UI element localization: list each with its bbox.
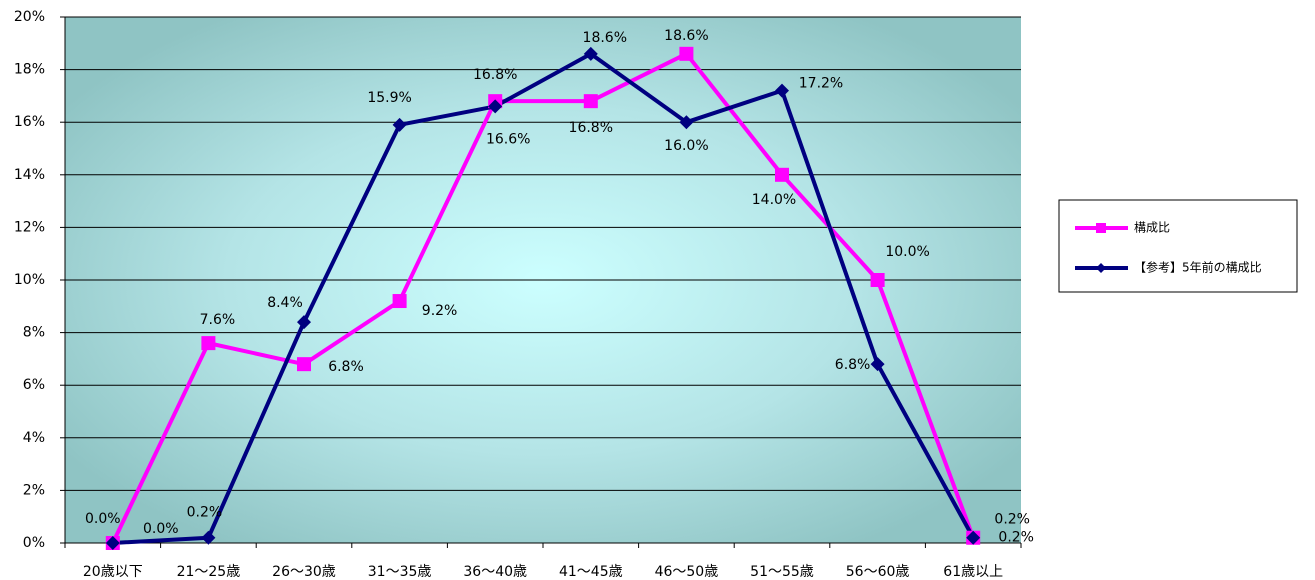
- marker: [870, 357, 885, 372]
- data-label: 16.0%: [664, 138, 708, 154]
- marker: [775, 167, 789, 182]
- y-tick-label: 10%: [14, 272, 45, 288]
- marker: [679, 115, 694, 130]
- x-tick-label: 36〜40歳: [463, 564, 527, 580]
- marker: [201, 530, 216, 545]
- legend: 構成比【参考】5年前の構成比: [1058, 199, 1298, 293]
- data-label: 16.8%: [569, 120, 613, 136]
- x-tick-label: 46〜50歳: [655, 564, 719, 580]
- marker: [105, 536, 120, 550]
- marker: [775, 83, 789, 98]
- y-tick-label: 0%: [23, 535, 45, 551]
- data-label: 6.8%: [328, 359, 364, 375]
- data-label: 9.2%: [422, 303, 458, 319]
- data-label: 0.0%: [85, 511, 121, 527]
- y-tick-label: 4%: [23, 430, 45, 446]
- x-tick-label: 31〜35歳: [368, 564, 432, 580]
- series-line: [112, 51, 975, 545]
- y-tick-label: 2%: [23, 482, 45, 498]
- y-tick-label: 18%: [14, 62, 45, 78]
- marker: [966, 530, 981, 545]
- y-tick-label: 8%: [23, 325, 45, 341]
- data-label: 16.6%: [486, 131, 530, 147]
- data-label: 0.2%: [187, 505, 223, 521]
- legend-box: [1058, 199, 1298, 293]
- marker: [870, 273, 885, 287]
- marker: [679, 46, 694, 61]
- data-label: 8.4%: [267, 295, 303, 311]
- data-label: 17.2%: [799, 76, 843, 92]
- x-tick-label: 20歳以下: [83, 564, 143, 580]
- x-tick-label: 61歳以上: [943, 564, 1003, 580]
- y-tick-label: 14%: [14, 167, 45, 183]
- marker: [488, 99, 503, 114]
- data-label: 0.2%: [998, 530, 1034, 546]
- legend-label: 【参考】5年前の構成比: [1134, 260, 1262, 275]
- data-label: 18.6%: [664, 28, 708, 44]
- legend-label: 構成比: [1134, 221, 1170, 235]
- data-label: 18.6%: [583, 30, 627, 46]
- data-label: 0.2%: [994, 512, 1030, 528]
- y-tick-label: 6%: [23, 377, 45, 393]
- data-label: 6.8%: [835, 357, 871, 373]
- y-tick-label: 16%: [14, 114, 45, 130]
- y-tick-label: 20%: [14, 9, 45, 25]
- data-label: 14.0%: [752, 192, 796, 208]
- legend-marker: [1096, 223, 1106, 233]
- y-tick-label: 12%: [14, 219, 45, 235]
- marker: [297, 315, 311, 330]
- marker: [583, 94, 598, 109]
- data-label: 10.0%: [885, 244, 929, 260]
- marker: [297, 357, 311, 372]
- x-tick-label: 21〜25歳: [177, 564, 241, 580]
- marker: [583, 46, 598, 61]
- marker: [392, 117, 407, 132]
- x-tick-label: 51〜55歳: [750, 564, 814, 580]
- data-label: 7.6%: [200, 312, 236, 328]
- legend-marker: [1096, 263, 1106, 273]
- data-label: 16.8%: [473, 67, 517, 83]
- x-tick-label: 56〜60歳: [846, 564, 910, 580]
- marker: [201, 336, 216, 351]
- marker: [392, 294, 407, 309]
- x-tick-label: 26〜30歳: [272, 564, 336, 580]
- data-label: 0.0%: [143, 521, 179, 537]
- data-label: 15.9%: [367, 90, 411, 106]
- x-tick-label: 41〜45歳: [559, 564, 623, 580]
